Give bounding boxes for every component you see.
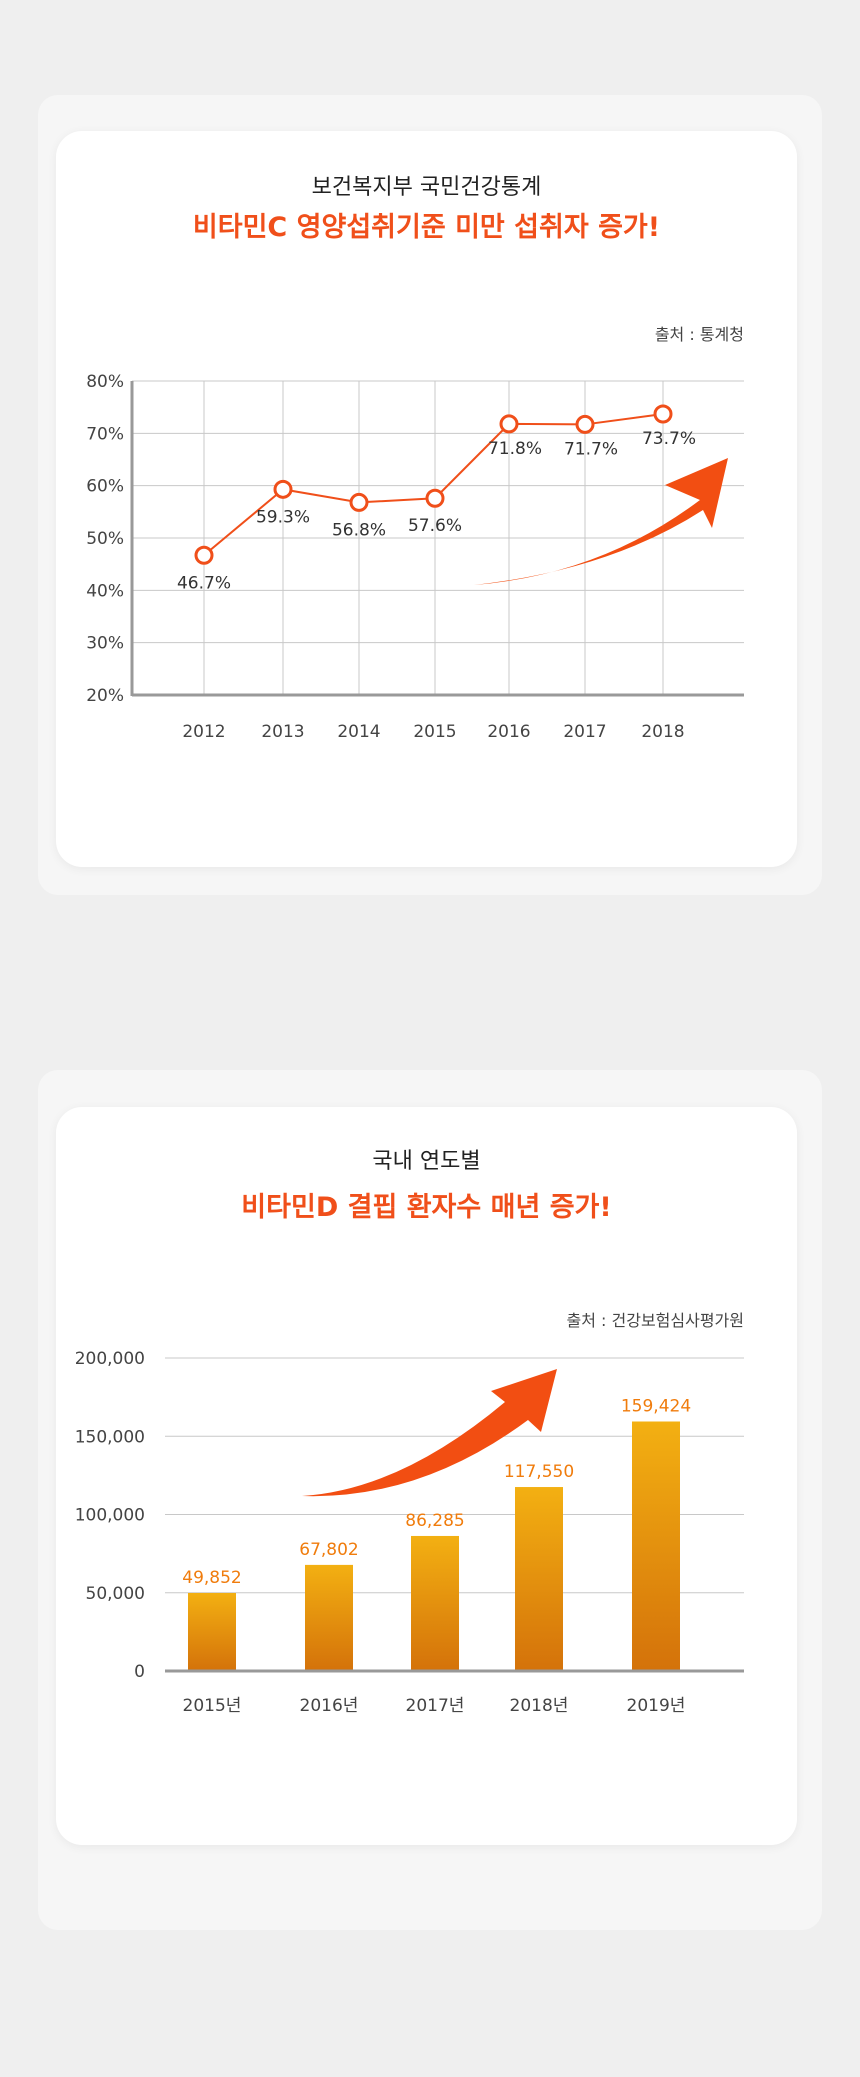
data-point [273, 479, 293, 499]
trend-arrow-icon [474, 458, 728, 585]
x-tick-label: 2016 [487, 722, 530, 742]
y-tick-label: 20% [86, 686, 124, 706]
y-tick-label: 40% [86, 581, 124, 601]
bar [632, 1421, 680, 1671]
chart-1-supertitle: 보건복지부 국민건강통계 [311, 175, 542, 200]
chart-1-source: 출처 : 통계청 [654, 325, 744, 344]
y-tick-label: 70% [86, 424, 124, 444]
data-point [194, 545, 214, 565]
data-label: 117,550 [504, 1462, 574, 1482]
bar [515, 1487, 563, 1671]
bar [305, 1564, 353, 1671]
y-tick-label: 60% [86, 477, 124, 497]
data-label: 73.7% [642, 429, 696, 449]
y-tick-label: 100,000 [75, 1506, 145, 1526]
x-tick-label: 2015년 [183, 1696, 242, 1716]
x-tick-label: 2019년 [627, 1696, 686, 1716]
y-tick-label: 200,000 [75, 1349, 145, 1369]
y-tick-label: 150,000 [75, 1427, 145, 1447]
data-label: 67,802 [299, 1540, 358, 1560]
data-label: 56.8% [332, 520, 386, 540]
data-label: 46.7% [177, 573, 231, 593]
y-tick-label: 50% [86, 529, 124, 549]
data-label: 57.6% [408, 516, 462, 536]
x-tick-label: 2014 [337, 722, 380, 742]
chart-2-source: 출처 : 건강보험심사평가원 [566, 1311, 744, 1330]
data-label: 71.7% [564, 439, 618, 459]
y-tick-label: 80% [86, 372, 124, 392]
data-point [575, 414, 595, 434]
data-point [425, 488, 445, 508]
x-tick-label: 2012 [182, 722, 225, 742]
chart-1-title: 비타민C 영양섭취기준 미만 섭취자 증가! [192, 212, 661, 243]
y-tick-label: 0 [134, 1662, 145, 1682]
data-label: 49,852 [182, 1568, 241, 1588]
x-tick-label: 2018 [641, 722, 684, 742]
x-tick-label: 2013 [261, 722, 304, 742]
chart-2-supertitle: 국내 연도별 [372, 1149, 481, 1174]
x-tick-label: 2017년 [406, 1696, 465, 1716]
x-tick-label: 2018년 [510, 1696, 569, 1716]
bar [188, 1592, 236, 1671]
trend-arrow-icon [302, 1369, 557, 1497]
data-label: 86,285 [405, 1511, 464, 1531]
vitamin-c-card: 보건복지부 국민건강통계 비타민C 영양섭취기준 미만 섭취자 증가! 출처 :… [56, 131, 797, 867]
data-label: 159,424 [621, 1397, 691, 1417]
y-tick-label: 50,000 [86, 1584, 145, 1604]
y-tick-label: 30% [86, 634, 124, 654]
x-tick-label: 2015 [413, 722, 456, 742]
data-point [653, 404, 673, 424]
data-point [499, 414, 519, 434]
x-tick-label: 2016년 [300, 1696, 359, 1716]
chart-2-title: 비타민D 결핍 환자수 매년 증가! [241, 1192, 612, 1223]
data-label: 59.3% [256, 507, 310, 527]
data-point [349, 492, 369, 512]
data-label: 71.8% [488, 439, 542, 459]
x-tick-label: 2017 [563, 722, 606, 742]
bar [411, 1535, 459, 1671]
